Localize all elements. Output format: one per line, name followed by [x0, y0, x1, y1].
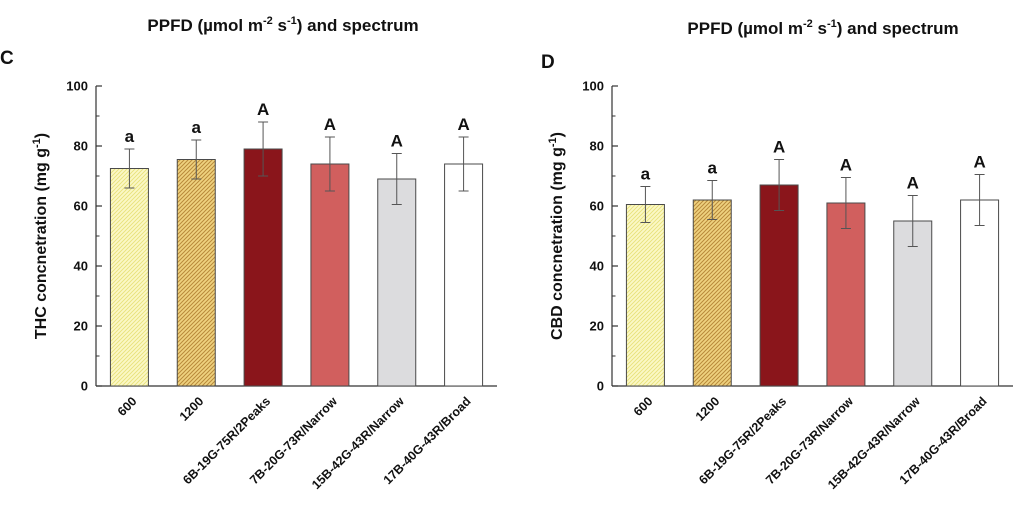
bar — [826, 202, 866, 387]
panel-cbd: PPFD (µmol m-2 s-1) and spectrum D 0 20 40 60… — [541, 18, 1013, 492]
y-tick-label: 20 — [74, 319, 88, 334]
significance-label: a — [125, 127, 135, 146]
y-tick-label: 60 — [74, 199, 88, 214]
bar — [960, 199, 1000, 387]
bar — [692, 199, 732, 387]
y-tick-label: 100 — [66, 79, 88, 94]
significance-label: A — [773, 138, 785, 157]
significance-label: A — [840, 156, 852, 175]
bar — [109, 168, 149, 387]
significance-label: A — [457, 115, 469, 134]
x-tick-label: 1200 — [177, 394, 207, 424]
significance-label: A — [907, 174, 919, 193]
significance-label: A — [391, 132, 403, 151]
significance-label: A — [257, 100, 269, 119]
y-tick-label: 0 — [597, 379, 604, 394]
y-tick-label: 100 — [582, 79, 604, 94]
panel-label: D — [541, 52, 555, 73]
y-tick-label: 60 — [590, 199, 604, 214]
chart-title: PPFD (µmol m-2 s-1) and spectrum — [687, 18, 958, 38]
bar — [625, 204, 665, 387]
y-axis-title: CBD concnetration (mg g-1) — [547, 132, 566, 340]
panel-thc: PPFD (µmol m-2 s-1) and spectrum C 0 20 40 60… — [0, 15, 497, 492]
y-tick-label: 0 — [81, 379, 88, 394]
bar — [444, 163, 484, 387]
y-tick-label: 40 — [590, 259, 604, 274]
x-tick-label: 1200 — [693, 394, 723, 424]
x-tick-label: 600 — [631, 394, 656, 419]
y-tick-label: 80 — [590, 139, 604, 154]
y-tick-label: 40 — [74, 259, 88, 274]
bar — [310, 163, 350, 387]
x-tick-label: 600 — [115, 394, 140, 419]
bar — [176, 159, 216, 387]
y-tick-label: 20 — [590, 319, 604, 334]
bar — [243, 148, 283, 387]
significance-label: A — [324, 115, 336, 134]
significance-label: a — [708, 159, 718, 178]
significance-label: a — [641, 165, 651, 184]
chart-title: PPFD (µmol m-2 s-1) and spectrum — [147, 15, 418, 35]
significance-label: A — [973, 153, 985, 172]
significance-label: a — [192, 118, 202, 137]
y-axis-title: THC concnetration (mg g-1) — [31, 133, 50, 339]
y-tick-label: 80 — [74, 139, 88, 154]
bar — [893, 220, 933, 387]
bar — [377, 178, 417, 387]
bar — [759, 184, 799, 387]
panel-label: C — [0, 48, 14, 69]
